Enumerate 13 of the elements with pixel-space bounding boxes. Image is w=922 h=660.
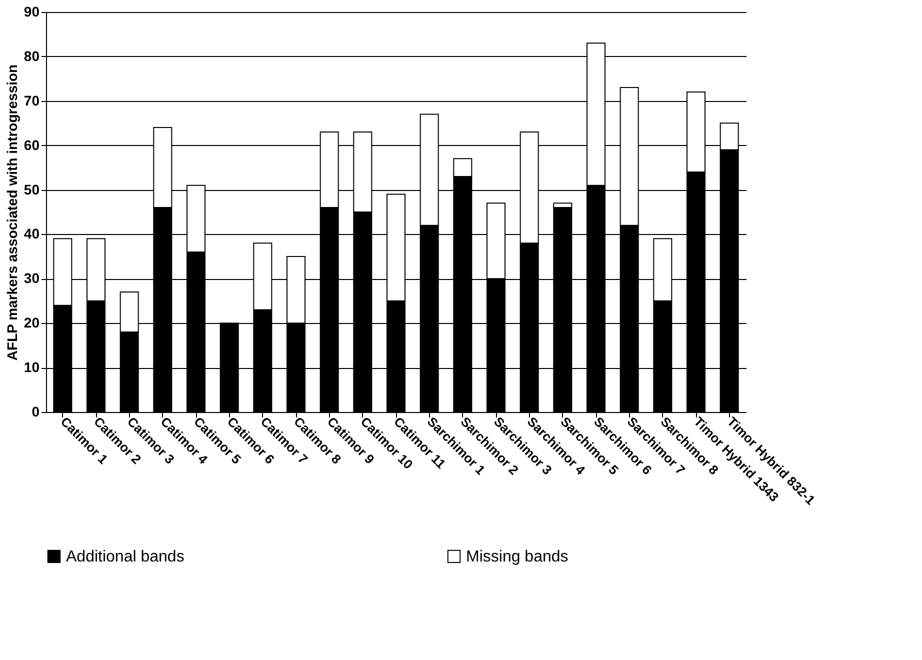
y-tick-label: 30 — [24, 270, 40, 286]
y-tick-label: 60 — [24, 136, 40, 153]
y-tick-label: 20 — [24, 314, 40, 331]
y-tick-label: 10 — [24, 359, 40, 376]
y-axis-title: AFLP markers associated with introgression — [4, 64, 20, 361]
legend-label: Additional bands — [66, 548, 184, 566]
y-tick-label: 40 — [24, 226, 40, 242]
y-tick-label: 80 — [24, 48, 40, 64]
y-tick-label: 50 — [24, 181, 40, 198]
legend-label: Missing bands — [466, 548, 568, 566]
y-tick-label: 70 — [24, 92, 40, 108]
y-tick-label: 90 — [24, 4, 40, 20]
y-tick-label: 0 — [32, 404, 40, 420]
